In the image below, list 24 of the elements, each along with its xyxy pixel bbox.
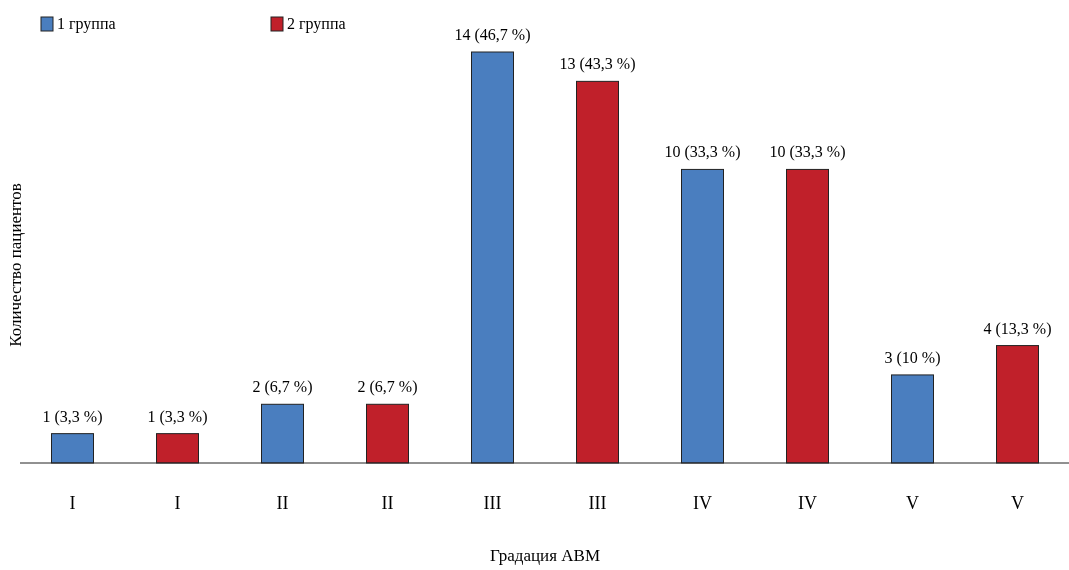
data-label: 1 (3,3 %): [42, 407, 103, 426]
data-label: 1 (3,3 %): [147, 407, 208, 426]
data-label: 4 (13,3 %): [983, 319, 1052, 338]
y-axis-title: Количество пациентов: [6, 183, 25, 347]
x-tick-label: IV: [798, 493, 817, 513]
data-label: 10 (33,3 %): [769, 143, 846, 162]
x-tick-label: I: [69, 493, 76, 513]
x-tick-label: IV: [693, 493, 712, 513]
x-tick-label: III: [588, 493, 607, 513]
x-tick-label: V: [906, 493, 919, 513]
x-tick-label: V: [1011, 493, 1024, 513]
x-axis-title: Градация АВМ: [490, 546, 600, 565]
data-label: 3 (10 %): [884, 348, 941, 367]
data-label: 14 (46,7 %): [454, 26, 531, 44]
data-label: 2 (6,7 %): [252, 378, 313, 397]
data-label: 10 (33,3 %): [664, 143, 741, 162]
legend-label: 2 группа: [287, 15, 346, 33]
x-tick-label: II: [381, 493, 394, 513]
data-label: 2 (6,7 %): [357, 378, 418, 397]
x-tick-label: I: [174, 493, 181, 513]
legend-label: 1 группа: [57, 15, 116, 33]
data-label: 13 (43,3 %): [559, 55, 636, 74]
x-tick-label: III: [483, 493, 502, 513]
x-tick-label: II: [276, 493, 289, 513]
